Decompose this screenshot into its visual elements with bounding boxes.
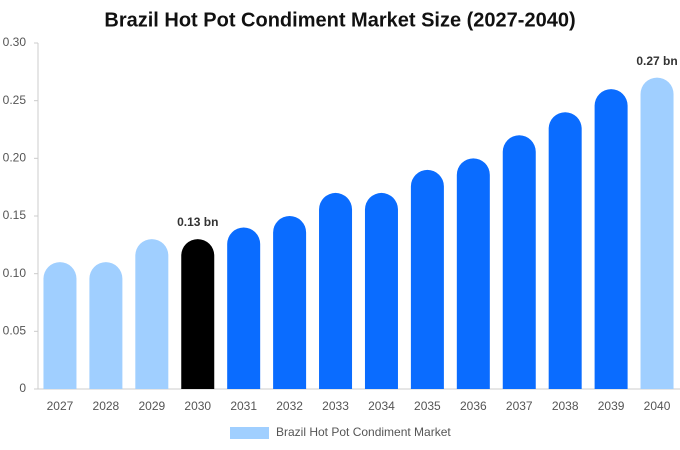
x-tick-label: 2035 [414, 399, 441, 413]
y-tick-label: 0 [19, 381, 26, 395]
y-tick-label: 0.25 [3, 93, 27, 107]
x-tick-label: 2040 [644, 399, 671, 413]
value-label: 0.27 bn [636, 54, 677, 68]
x-tick-label: 2030 [184, 399, 211, 413]
x-tick-label: 2029 [138, 399, 165, 413]
x-tick-label: 2038 [552, 399, 579, 413]
y-tick-label: 0.30 [3, 35, 27, 49]
y-tick-label: 0.15 [3, 208, 27, 222]
y-tick-label: 0.05 [3, 324, 27, 338]
x-tick-label: 2033 [322, 399, 349, 413]
bar [89, 262, 123, 389]
bar [364, 192, 398, 389]
x-tick-label: 2039 [598, 399, 625, 413]
bar [548, 112, 582, 389]
bar [43, 262, 77, 389]
bar [594, 89, 628, 390]
legend-swatch [230, 427, 269, 439]
bar [135, 239, 169, 389]
bar [319, 192, 353, 389]
y-tick-label: 0.10 [3, 266, 27, 280]
bar [181, 239, 215, 389]
y-tick-label: 0.20 [3, 151, 27, 165]
bar [227, 227, 261, 389]
x-tick-label: 2037 [506, 399, 533, 413]
bar [273, 216, 307, 389]
x-tick-label: 2031 [230, 399, 257, 413]
x-tick-label: 2034 [368, 399, 395, 413]
bar [456, 158, 490, 389]
legend-label: Brazil Hot Pot Condiment Market [276, 425, 451, 439]
bar [640, 77, 674, 389]
x-tick-label: 2036 [460, 399, 487, 413]
chart-title: Brazil Hot Pot Condiment Market Size (20… [104, 9, 575, 31]
bar [410, 169, 444, 389]
x-tick-label: 2027 [47, 399, 74, 413]
value-label: 0.13 bn [177, 215, 218, 229]
bar [502, 135, 536, 389]
x-tick-label: 2032 [276, 399, 303, 413]
x-tick-label: 2028 [93, 399, 120, 413]
